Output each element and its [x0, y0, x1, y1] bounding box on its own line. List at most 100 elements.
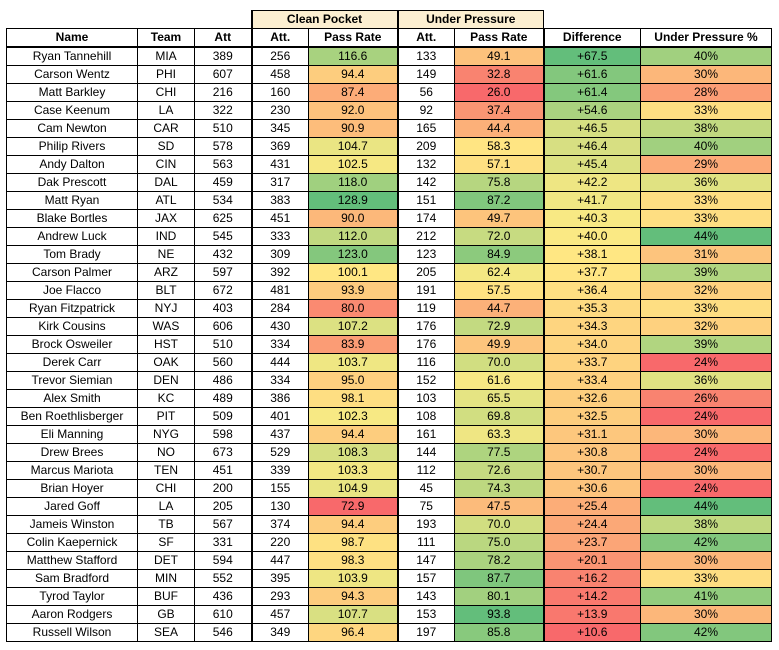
cell-under-pressure-pct: 29%	[640, 155, 772, 174]
cell-clean-att: 334	[250, 371, 309, 390]
cell-name: Brock Osweiler	[6, 335, 138, 354]
cell-clean-att: 401	[250, 407, 309, 426]
cell-team: NYJ	[137, 299, 195, 318]
table-row: Blake Bortles JAX 625 451 90.0 174 49.7 +40.3 33…	[6, 209, 772, 228]
cell-clean-pass-rate: 93.9	[308, 281, 398, 300]
table-row: Brian Hoyer CHI 200 155 104.9 45 74.3 +30.6 24%	[6, 479, 772, 498]
cell-difference: +45.4	[542, 155, 641, 174]
cell-att: 510	[194, 119, 252, 138]
cell-team: NO	[137, 443, 195, 462]
cell-clean-pass-rate: 103.9	[308, 569, 398, 588]
cell-att: 216	[194, 83, 252, 102]
cell-name: Matt Barkley	[6, 83, 138, 102]
cell-pressure-pass-rate: 69.8	[454, 407, 544, 426]
cell-clean-att: 230	[250, 101, 309, 120]
table-row: Derek Carr OAK 560 444 103.7 116 70.0 +33.7 24%	[6, 353, 772, 372]
cell-difference: +36.4	[542, 281, 641, 300]
cell-difference: +33.4	[542, 371, 641, 390]
col-header-pressure-pass-rate: Pass Rate	[454, 28, 544, 48]
cell-pressure-pass-rate: 75.0	[454, 533, 544, 552]
cell-pressure-att: 119	[396, 299, 455, 318]
cell-under-pressure-pct: 31%	[640, 245, 772, 264]
cell-pressure-pass-rate: 70.0	[454, 515, 544, 534]
cell-clean-att: 284	[250, 299, 309, 318]
cell-pressure-att: 143	[396, 587, 455, 606]
cell-team: GB	[137, 605, 195, 624]
cell-pressure-pass-rate: 37.4	[454, 101, 544, 120]
cell-name: Andy Dalton	[6, 155, 138, 174]
cell-difference: +32.5	[542, 407, 641, 426]
cell-att: 545	[194, 227, 252, 246]
cell-name: Carson Wentz	[6, 65, 138, 84]
cell-clean-pass-rate: 116.6	[308, 46, 398, 66]
cell-difference: +37.7	[542, 263, 641, 282]
table-row: Andrew Luck IND 545 333 112.0 212 72.0 +40.0 44%	[6, 227, 772, 246]
cell-pressure-pass-rate: 61.6	[454, 371, 544, 390]
cell-pressure-pass-rate: 47.5	[454, 497, 544, 516]
cell-difference: +32.6	[542, 389, 641, 408]
cell-pressure-att: 151	[396, 191, 455, 210]
cell-team: WAS	[137, 317, 195, 336]
cell-pressure-pass-rate: 62.4	[454, 263, 544, 282]
cell-pressure-att: 144	[396, 443, 455, 462]
cell-name: Tyrod Taylor	[6, 587, 138, 606]
cell-clean-att: 293	[250, 587, 309, 606]
cell-clean-pass-rate: 102.3	[308, 407, 398, 426]
cell-pressure-att: 108	[396, 407, 455, 426]
col-header-under-pressure-pct: Under Pressure %	[640, 28, 772, 48]
cell-name: Dak Prescott	[6, 173, 138, 192]
cell-difference: +23.7	[542, 533, 641, 552]
table-row: Colin Kaepernick SF 331 220 98.7 111 75.0 +23.7…	[6, 533, 772, 552]
cell-pressure-pass-rate: 44.7	[454, 299, 544, 318]
cell-under-pressure-pct: 30%	[640, 425, 772, 444]
cell-clean-att: 349	[250, 623, 309, 642]
cell-pressure-pass-rate: 87.2	[454, 191, 544, 210]
table-row: Ryan Tannehill MIA 389 256 116.6 133 49.1 +67.5…	[6, 46, 772, 66]
cell-pressure-att: 205	[396, 263, 455, 282]
cell-pressure-att: 209	[396, 137, 455, 156]
table-row: Kirk Cousins WAS 606 430 107.2 176 72.9 +34.3 32…	[6, 317, 772, 336]
cell-team: MIN	[137, 569, 195, 588]
cell-pressure-att: 123	[396, 245, 455, 264]
cell-clean-att: 457	[250, 605, 309, 624]
cell-att: 597	[194, 263, 252, 282]
cell-pressure-att: 212	[396, 227, 455, 246]
cell-clean-att: 309	[250, 245, 309, 264]
cell-pressure-pass-rate: 49.1	[454, 46, 544, 66]
cell-pressure-pass-rate: 49.7	[454, 209, 544, 228]
cell-clean-att: 383	[250, 191, 309, 210]
cell-att: 534	[194, 191, 252, 210]
cell-att: 625	[194, 209, 252, 228]
cell-pressure-att: 152	[396, 371, 455, 390]
col-header-pressure-att: Att.	[396, 28, 455, 48]
cell-pressure-pass-rate: 84.9	[454, 245, 544, 264]
cell-pressure-att: 92	[396, 101, 455, 120]
cell-att: 205	[194, 497, 252, 516]
cell-difference: +41.7	[542, 191, 641, 210]
table-row: Joe Flacco BLT 672 481 93.9 191 57.5 +36.4 32%	[6, 281, 772, 300]
cell-name: Sam Bradford	[6, 569, 138, 588]
table-row: Jameis Winston TB 567 374 94.4 193 70.0 +24.4 38…	[6, 515, 772, 534]
cell-team: PHI	[137, 65, 195, 84]
table-row: Russell Wilson SEA 546 349 96.4 197 85.8 +10.6 4…	[6, 623, 772, 642]
cell-name: Ben Roethlisberger	[6, 407, 138, 426]
cell-clean-pass-rate: 104.9	[308, 479, 398, 498]
cell-clean-pass-rate: 107.7	[308, 605, 398, 624]
cell-att: 389	[194, 46, 252, 66]
cell-clean-att: 339	[250, 461, 309, 480]
cell-pressure-pass-rate: 26.0	[454, 83, 544, 102]
table-row: Aaron Rodgers GB 610 457 107.7 153 93.8 +13.9 30…	[6, 605, 772, 624]
cell-clean-pass-rate: 98.1	[308, 389, 398, 408]
cell-under-pressure-pct: 30%	[640, 461, 772, 480]
cell-pressure-att: 191	[396, 281, 455, 300]
cell-team: MIA	[137, 46, 195, 66]
cell-name: Blake Bortles	[6, 209, 138, 228]
cell-name: Ryan Fitzpatrick	[6, 299, 138, 318]
cell-clean-att: 395	[250, 569, 309, 588]
cell-team: DEN	[137, 371, 195, 390]
cell-pressure-pass-rate: 32.8	[454, 65, 544, 84]
cell-clean-att: 392	[250, 263, 309, 282]
cell-name: Brian Hoyer	[6, 479, 138, 498]
table-row: Tyrod Taylor BUF 436 293 94.3 143 80.1 +14.2 41%	[6, 587, 772, 606]
cell-pressure-pass-rate: 78.2	[454, 551, 544, 570]
